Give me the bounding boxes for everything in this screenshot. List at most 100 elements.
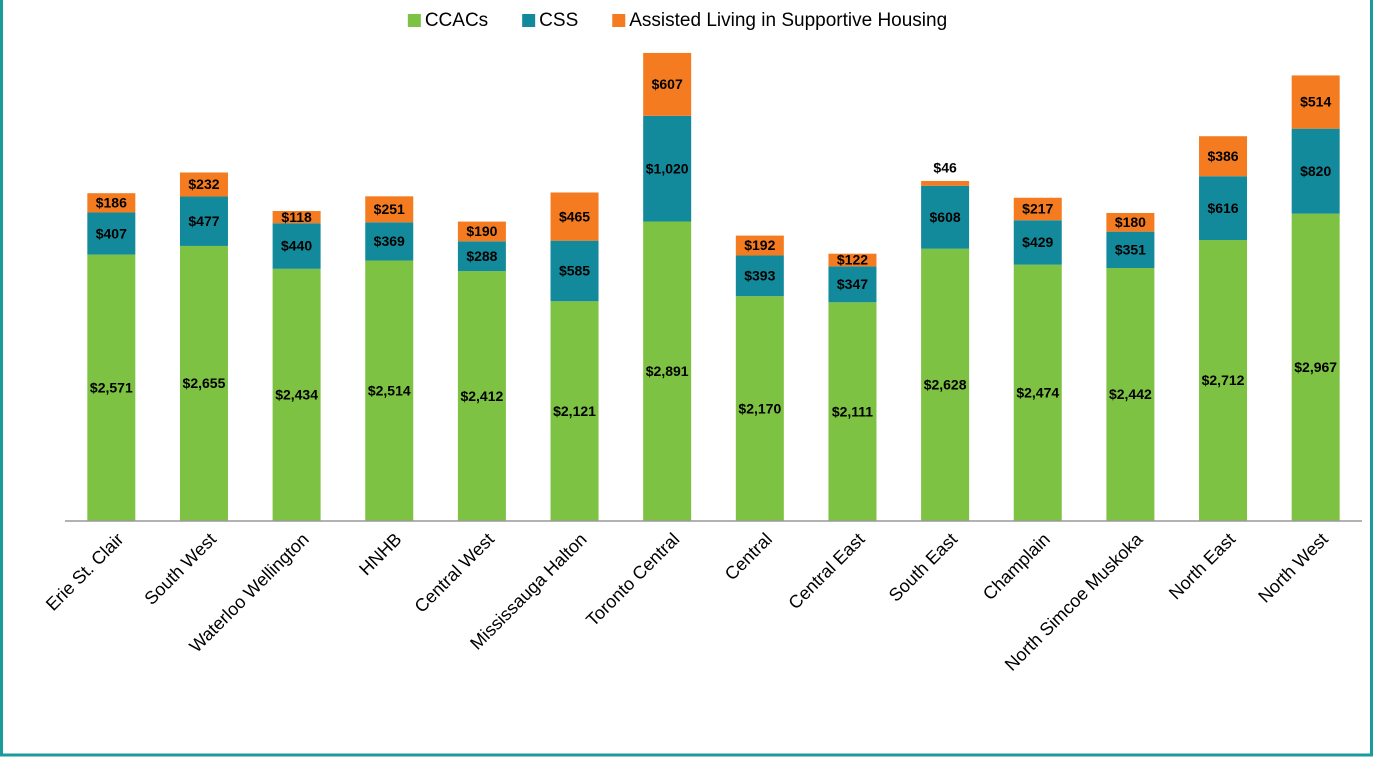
data-label: $2,442 (1109, 386, 1152, 402)
bar-segment (457, 221, 506, 242)
data-label: $2,628 (924, 377, 967, 393)
bar-segment (921, 185, 970, 249)
data-label: $407 (96, 225, 127, 241)
data-label: $2,111 (832, 403, 873, 419)
data-label: $217 (1022, 201, 1053, 217)
bar-segment (87, 254, 136, 521)
data-label: $429 (1022, 234, 1053, 250)
bar-segment (550, 240, 599, 302)
data-label: $393 (744, 268, 775, 284)
x-tick-label: Central (721, 529, 776, 584)
data-label: $351 (1115, 242, 1146, 258)
bar-segment (87, 212, 136, 255)
bar-segment (179, 172, 228, 197)
bar-segment (1013, 220, 1062, 265)
bar-segment (643, 115, 692, 222)
bar-segment (643, 52, 692, 116)
data-label: $251 (374, 201, 405, 217)
bar-segment (179, 245, 228, 521)
bar-segment (365, 222, 414, 261)
bar-segment (272, 211, 321, 224)
bar-segment (365, 260, 414, 521)
data-label: $122 (837, 252, 868, 268)
data-label: $347 (837, 276, 868, 292)
bar-segment (1106, 268, 1155, 521)
bar-segment (550, 192, 599, 241)
bar-segment (87, 193, 136, 213)
bar-segment (921, 248, 970, 521)
data-label: $2,891 (646, 363, 689, 379)
legend-label: Assisted Living in Supportive Housing (629, 10, 947, 31)
bar-segment (272, 223, 321, 269)
bar-segment (179, 196, 228, 246)
data-label: $232 (188, 176, 219, 192)
data-label: $465 (559, 208, 590, 224)
data-label: $2,170 (738, 400, 781, 416)
data-label: $1,020 (646, 160, 689, 176)
legend-swatch (407, 14, 421, 27)
bar-segment (643, 221, 692, 521)
data-label: $608 (930, 209, 961, 225)
x-tick-label: South East (885, 529, 961, 605)
data-label: $607 (652, 76, 683, 92)
data-label: $2,514 (368, 382, 411, 398)
bar-segment (1013, 264, 1062, 521)
data-label: $2,121 (553, 403, 596, 419)
data-label: $369 (374, 233, 405, 249)
data-label: $192 (744, 237, 775, 253)
bar-segment (828, 266, 877, 303)
data-label: $386 (1207, 148, 1238, 164)
data-label: $2,434 (275, 387, 318, 403)
data-label: $440 (281, 238, 312, 254)
bar-segment (828, 302, 877, 521)
bar-segment (457, 241, 506, 272)
bar-segment (921, 180, 970, 186)
x-tick-label: Toronto Central (582, 529, 683, 630)
bar-segment (457, 271, 506, 521)
bar-segment (1291, 213, 1340, 521)
data-label: $2,571 (90, 380, 133, 396)
data-label: $2,967 (1294, 359, 1337, 375)
data-label: $190 (466, 223, 497, 239)
data-label: $118 (281, 209, 312, 225)
data-label: $514 (1300, 94, 1331, 110)
x-tick-label: North East (1165, 529, 1239, 603)
bar-segment (272, 268, 321, 521)
data-label: $616 (1207, 200, 1238, 216)
legend-swatch (522, 14, 536, 27)
bar-segment (550, 301, 599, 521)
bar-segment (1291, 128, 1340, 214)
x-tick-label: Central East (784, 529, 868, 613)
x-tick-label: Champlain (979, 529, 1054, 604)
data-label: $2,712 (1202, 372, 1245, 388)
legend-swatch (612, 14, 626, 27)
bar-segment (1199, 240, 1248, 521)
bar-segment (1106, 212, 1155, 232)
x-tick-label: Erie St. Clair (42, 529, 128, 615)
bar-segment (1199, 176, 1248, 241)
data-label: $186 (96, 195, 127, 211)
bar-segment (1291, 75, 1340, 129)
data-label: $46 (933, 160, 957, 176)
data-label: $477 (188, 213, 219, 229)
x-tick-label: South West (140, 529, 220, 609)
data-label: $180 (1115, 214, 1146, 230)
legend: CCACs CSS Assisted Living in Supportive Ho… (407, 10, 947, 31)
data-label: $2,474 (1016, 385, 1059, 401)
bar-segment (735, 255, 784, 297)
x-tick-label: North West (1254, 529, 1332, 607)
bar-segment (735, 235, 784, 256)
legend-label: CCACs (425, 10, 488, 31)
legend-label: CSS (539, 10, 578, 31)
bar-segment (365, 196, 414, 223)
bar-segment (1199, 136, 1248, 177)
data-label: $2,412 (460, 388, 503, 404)
bar-segment (1106, 231, 1155, 269)
x-tick-label: Central West (411, 529, 498, 616)
data-label: $820 (1300, 163, 1331, 179)
data-label: $288 (466, 248, 497, 264)
bar-segment (735, 296, 784, 521)
bar-segment (828, 253, 877, 267)
